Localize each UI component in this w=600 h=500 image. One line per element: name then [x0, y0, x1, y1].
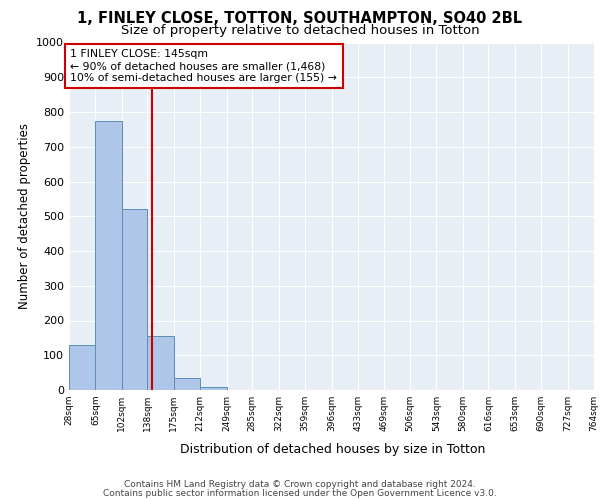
Text: Contains public sector information licensed under the Open Government Licence v3: Contains public sector information licen…	[103, 488, 497, 498]
Y-axis label: Number of detached properties: Number of detached properties	[17, 123, 31, 309]
Text: 1 FINLEY CLOSE: 145sqm
← 90% of detached houses are smaller (1,468)
10% of semi-: 1 FINLEY CLOSE: 145sqm ← 90% of detached…	[70, 50, 337, 82]
Bar	[122, 210, 148, 390]
Text: Size of property relative to detached houses in Totton: Size of property relative to detached ho…	[121, 24, 479, 37]
Bar	[95, 120, 122, 390]
Text: 1, FINLEY CLOSE, TOTTON, SOUTHAMPTON, SO40 2BL: 1, FINLEY CLOSE, TOTTON, SOUTHAMPTON, SO…	[77, 11, 523, 26]
Bar	[200, 386, 227, 390]
Bar	[174, 378, 200, 390]
Text: Contains HM Land Registry data © Crown copyright and database right 2024.: Contains HM Land Registry data © Crown c…	[124, 480, 476, 489]
Text: Distribution of detached houses by size in Totton: Distribution of detached houses by size …	[181, 442, 485, 456]
Bar	[148, 336, 174, 390]
Bar	[69, 345, 95, 390]
